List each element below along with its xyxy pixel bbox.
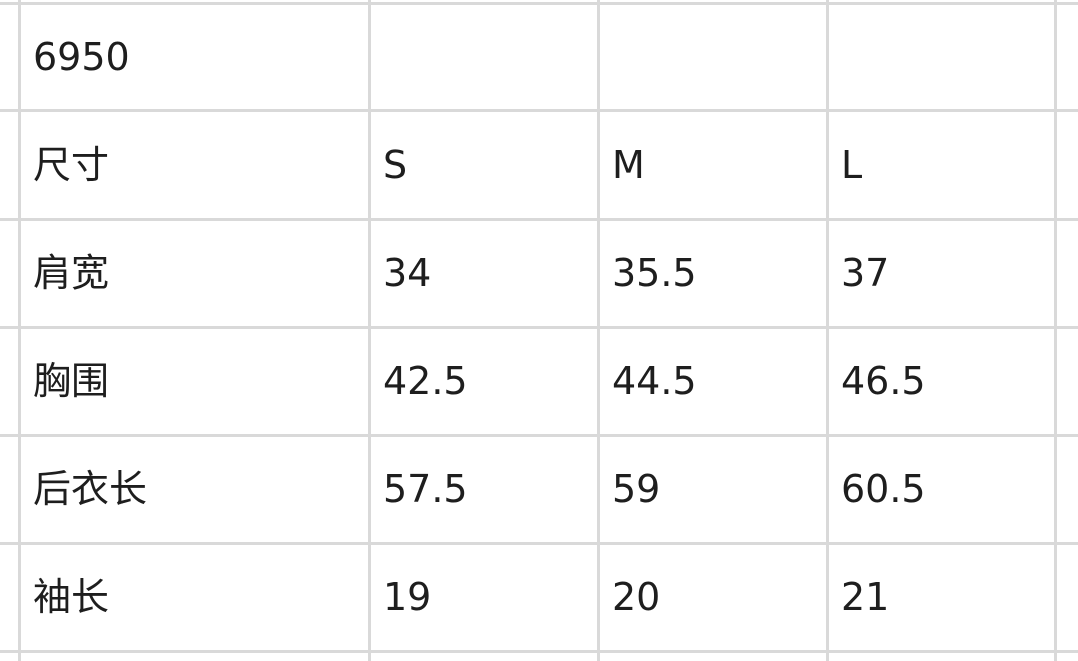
table-cell: 34 xyxy=(383,251,432,295)
table-cell: 44.5 xyxy=(612,359,697,403)
table-cell: 19 xyxy=(383,575,432,619)
table-cell: 59 xyxy=(612,467,661,511)
table-cell: 46.5 xyxy=(841,359,926,403)
table-cell: 35.5 xyxy=(612,251,697,295)
table-cell: 57.5 xyxy=(383,467,468,511)
table-cell: 21 xyxy=(841,575,890,619)
table-cell: 37 xyxy=(841,251,890,295)
column-divider xyxy=(826,0,829,661)
table-cell: 60.5 xyxy=(841,467,926,511)
row-divider xyxy=(0,434,1078,437)
column-divider xyxy=(368,0,371,661)
table-cell: 胸围 xyxy=(33,359,110,403)
row-divider xyxy=(0,109,1078,112)
row-divider xyxy=(0,2,1078,5)
row-divider xyxy=(0,650,1078,653)
table-cell: 肩宽 xyxy=(33,251,110,295)
table-cell: S xyxy=(383,142,408,187)
row-divider xyxy=(0,218,1078,221)
row-divider xyxy=(0,542,1078,545)
table-cell: 尺寸 xyxy=(33,142,110,187)
column-divider xyxy=(597,0,600,661)
table-cell: 20 xyxy=(612,575,661,619)
row-divider xyxy=(0,326,1078,329)
table-cell: M xyxy=(612,142,645,187)
table-title-cell: 6950 xyxy=(33,34,130,79)
table-cell: 后衣长 xyxy=(33,467,148,511)
table-cell: 42.5 xyxy=(383,359,468,403)
table-cell: 袖长 xyxy=(33,575,110,619)
table-cell: L xyxy=(841,142,863,187)
column-divider xyxy=(1054,0,1057,661)
column-divider xyxy=(18,0,21,661)
